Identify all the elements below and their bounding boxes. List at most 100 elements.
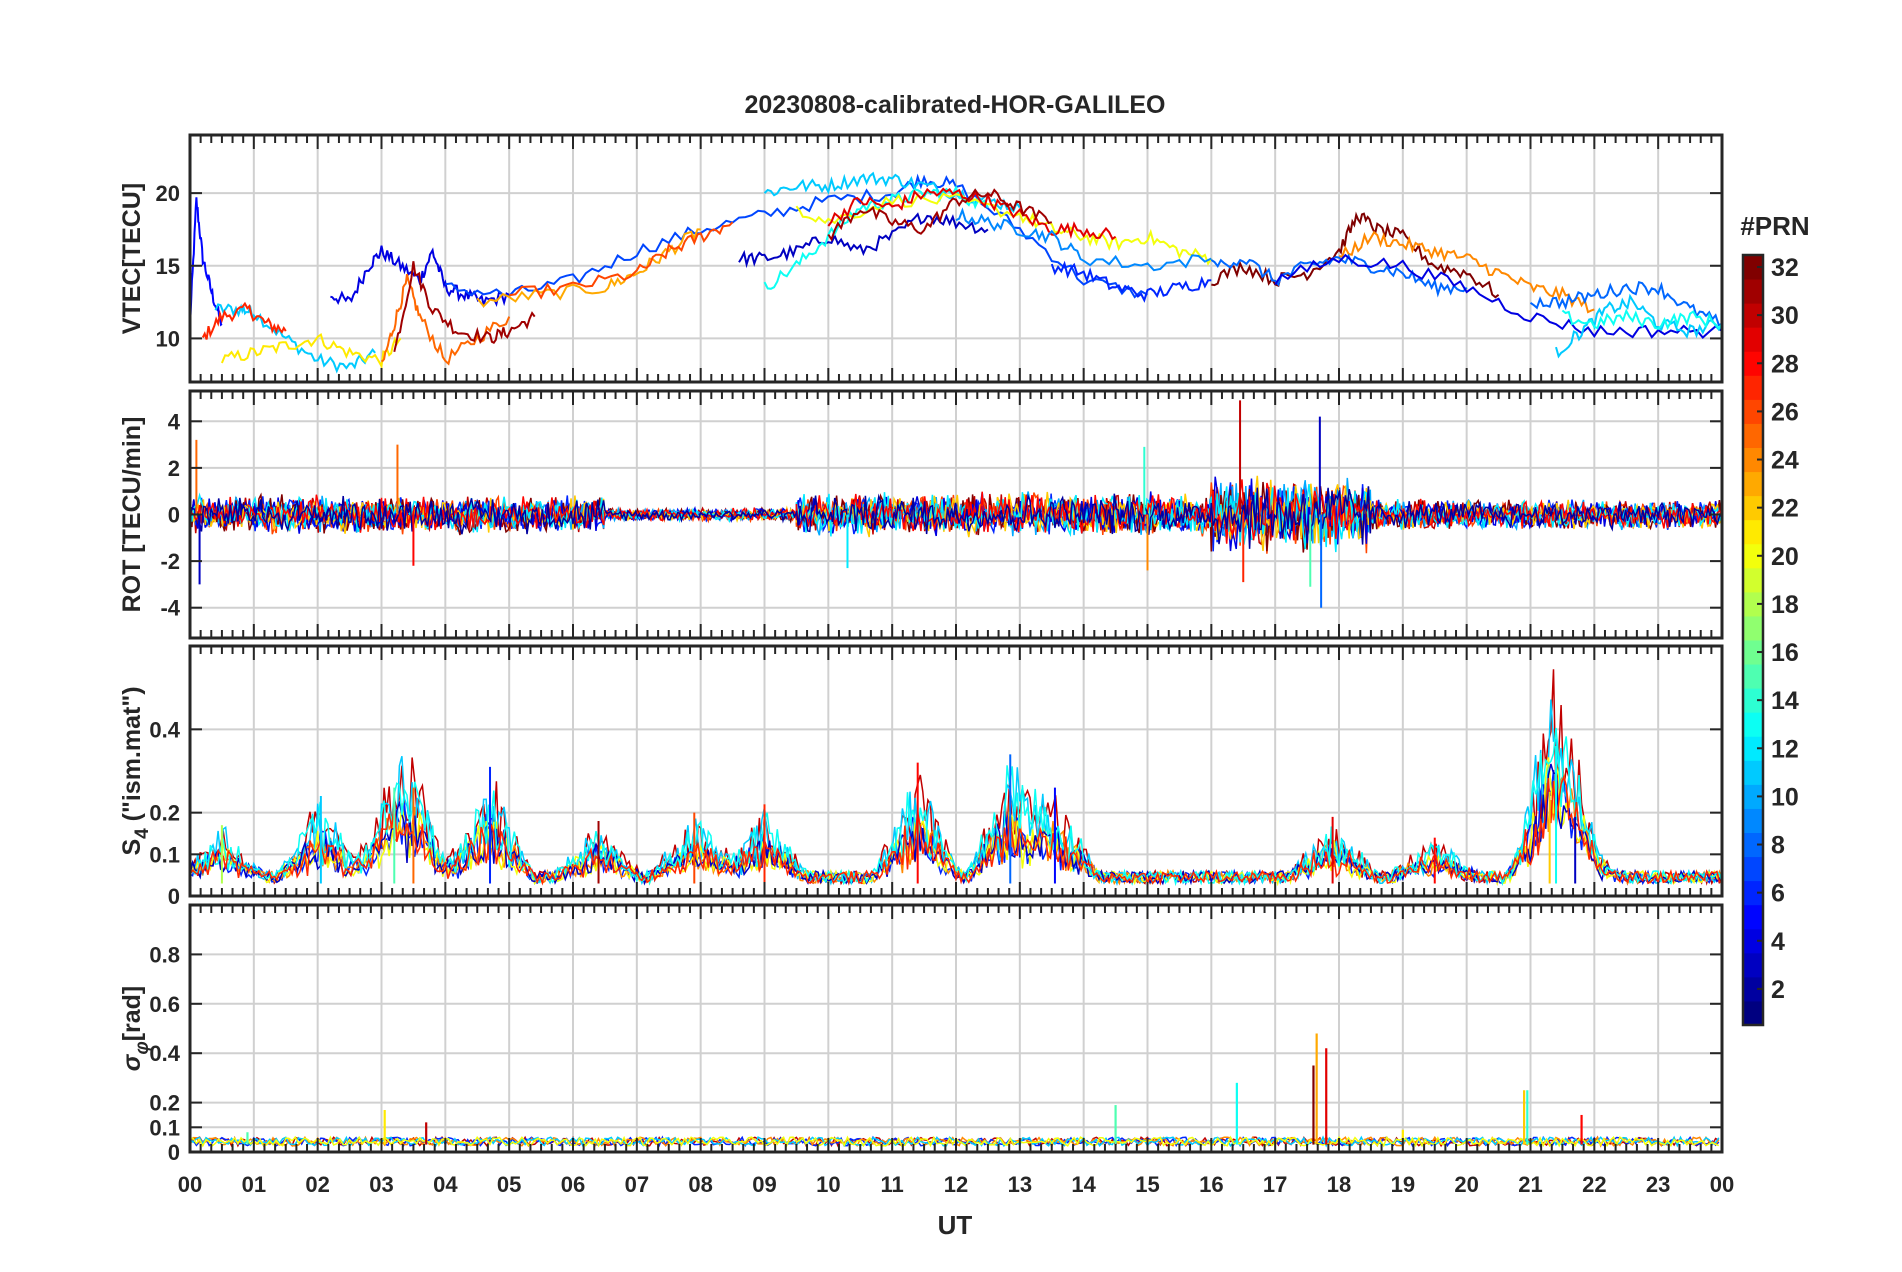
panel-2: -4 -2 0 2 4 ROT [TECU/min] [118,389,1724,640]
y-tick-label: 4 [168,409,181,434]
vtec-series-prn-8 [1529,280,1722,327]
x-tick-label: 21 [1518,1172,1542,1197]
x-ticks [189,391,1723,638]
colorbar-segment [1743,591,1763,617]
y-axis-label: σφ[rad] [118,986,153,1072]
x-tick-label: 11 [881,1172,904,1197]
x-tick-label: 15 [1135,1172,1159,1197]
colorbar-segment [1743,423,1763,448]
panel-1: 10 15 20 VTEC[TECU] [118,133,1724,384]
x-ticks [189,646,1723,896]
vtec-series-prn-29 [827,187,1117,241]
colorbar-tick-label: 12 [1771,735,1799,763]
y-tick-label: 0 [168,884,180,909]
y-tick-label: 0.1 [149,842,180,867]
colorbar-segment [1743,279,1763,304]
colorbar-tick-label: 6 [1771,880,1785,908]
x-tick-label: 20 [1454,1172,1478,1197]
s4-series-prn-27 [190,774,1722,886]
vtec-series-prn-27 [201,301,287,340]
x-axis-label: UT [938,1210,973,1240]
y-tick-label: 0 [168,503,180,528]
colorbar-segment [1743,832,1763,858]
colorbar-segment [1743,567,1763,593]
rot-series-prn-2 [190,486,1722,549]
colorbar-segment [1743,760,1763,785]
y-tick-label: 0.6 [149,992,180,1017]
colorbar-segment [1743,808,1763,833]
colorbar-frame [1741,253,1765,1027]
x-ticks [189,905,1723,1152]
x-ticks [189,135,1723,382]
vtec-series-prn-9 [955,207,1212,272]
y-axis-label: VTEC[TECU] [118,183,146,334]
panel-4: 00.10.2 0.4 0.6 0.8 σφ[rad] [118,903,1724,1165]
colorbar-tick-label: 32 [1771,254,1799,282]
colorbar-segment [1743,543,1763,569]
vtec-series-prn-13 [1561,308,1722,331]
vtec-series-prn-5 [190,197,223,327]
data-lines [190,1033,1720,1148]
y-tick-label: 0.4 [149,1041,180,1066]
x-tick-label: 07 [625,1172,649,1197]
vtec-series-prn-25 [381,273,511,366]
y-tick-label: -2 [160,549,180,574]
colorbar-segment [1743,904,1763,930]
grid [190,135,1722,382]
colorbar-segment [1743,928,1763,954]
y-axis-label: ROT [TECU/min] [118,417,146,613]
x-tick-label: 02 [305,1172,329,1197]
colorbar-segment [1743,1000,1763,1026]
vtec-series-prn-26 [509,221,734,300]
y-axis-label: S4 ("ism.mat") [118,686,153,855]
colorbar-segment [1743,640,1763,665]
y-tick-label: 0.1 [149,1115,180,1140]
vtec-series-prn-21 [220,332,402,370]
colorbar-tick-label: 30 [1771,302,1799,330]
y-tick-label: -4 [160,596,180,621]
colorbar-segment [1743,784,1763,809]
vtec-series-prn-24 [1338,230,1595,314]
colorbar-segment [1743,615,1763,641]
colorbar-tick-label: 18 [1771,591,1799,619]
vtec-series-prn-31 [827,188,1053,242]
data-lines [190,171,1722,374]
x-tick-label: 00 [178,1172,202,1197]
x-tick-label: 06 [561,1172,585,1197]
colorbar-segment [1743,327,1763,352]
colorbar-tick-label: 22 [1771,495,1799,523]
y-tick-label: 10 [156,326,180,351]
vtec-series-prn-8 [1210,253,1468,298]
y-tick-label: 0 [168,1140,180,1165]
colorbar-segment [1743,976,1763,1002]
vtec-series-prn-23 [476,228,701,308]
colorbar-segment [1743,712,1763,737]
colorbar-segment [1743,375,1763,400]
colorbar-segment [1743,255,1763,280]
colorbar-tick-label: 4 [1771,928,1785,956]
colorbar-segment [1743,495,1763,521]
colorbar-tick-label: 24 [1771,447,1799,475]
figure-title: 20230808-calibrated-HOR-GALILEO [745,91,1166,119]
colorbar-segment [1743,399,1763,424]
grid [190,646,1722,897]
x-tick-label: 03 [369,1172,393,1197]
colorbar-tick-label: 14 [1771,687,1799,715]
x-tick-labels: 00 01 02 03 04 05 06 07 08 09 10 11 12 13 14 15 16 17 18 19… [178,1172,1734,1197]
colorbar-tick-label: 10 [1771,783,1799,811]
y-tick-label: 20 [156,181,180,206]
data-lines [190,669,1722,887]
x-tick-label: 19 [1391,1172,1415,1197]
vtec-series-prn-11 [763,171,1021,214]
colorbar-segment [1743,447,1763,473]
vtec-series-prn-6 [1050,260,1212,303]
y-tick-label: 0.8 [149,942,180,967]
colorbar-label: #PRN [1740,211,1809,241]
vtec-series-prn-31 [393,261,536,353]
data-lines [190,400,1722,608]
vtec-series-prn-11 [1555,293,1722,359]
x-tick-label: 17 [1263,1172,1287,1197]
